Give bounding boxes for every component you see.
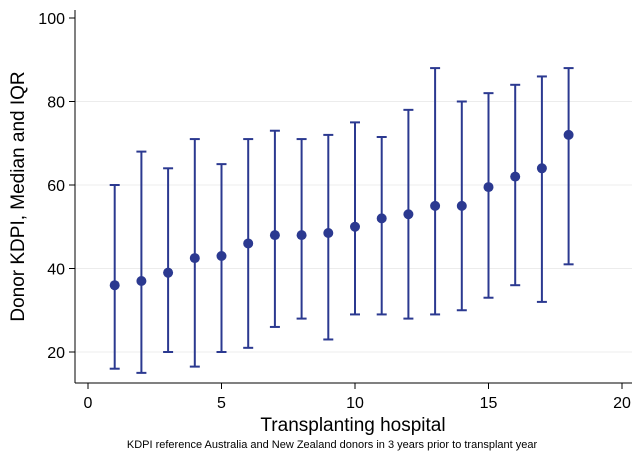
median-marker <box>323 228 334 239</box>
y-tick-label: 20 <box>47 345 65 362</box>
y-tick-label: 80 <box>47 95 65 112</box>
hospital-point <box>189 138 200 368</box>
hospital-point <box>456 100 467 312</box>
hospital-point <box>323 133 334 341</box>
median-marker <box>296 230 307 241</box>
median-marker <box>109 280 120 291</box>
hospital-point <box>376 135 387 316</box>
median-marker <box>483 182 494 193</box>
hospital-point <box>510 83 521 287</box>
y-axis-title: Donor KDPI, Median and IQR <box>8 71 29 321</box>
chart-note: KDPI reference Australia and New Zealand… <box>127 439 538 451</box>
median-marker <box>563 129 574 140</box>
data-marks <box>109 67 574 374</box>
x-tick-label: 15 <box>480 395 498 412</box>
axis-ticks: 20 40 60 80 100 0 5 10 15 20 <box>38 11 631 412</box>
median-marker <box>350 221 360 232</box>
hospital-point <box>216 163 227 353</box>
hospital-point <box>136 150 147 374</box>
hospital-point <box>243 138 254 349</box>
median-marker <box>269 230 280 241</box>
x-tick-label: 5 <box>217 395 226 412</box>
hospital-point <box>296 138 307 320</box>
x-tick-label: 20 <box>613 395 631 412</box>
hospital-point <box>163 167 174 353</box>
x-tick-label: 0 <box>84 395 93 412</box>
median-marker <box>430 200 441 211</box>
median-marker <box>163 267 174 278</box>
hospital-point <box>269 129 280 328</box>
y-tick-label: 100 <box>38 11 65 28</box>
median-marker <box>216 250 227 261</box>
hospital-point <box>563 67 574 266</box>
hospital-point <box>536 75 547 303</box>
median-marker <box>536 163 547 174</box>
median-marker <box>510 171 521 182</box>
y-tick-label: 60 <box>47 178 65 195</box>
median-marker <box>243 238 254 249</box>
x-tick-label: 10 <box>346 395 364 412</box>
hospital-point <box>483 92 494 299</box>
median-marker <box>189 253 200 264</box>
median-marker <box>136 276 147 287</box>
x-axis-title: Transplanting hospital <box>260 415 445 436</box>
median-marker <box>376 213 387 224</box>
median-marker <box>456 200 467 211</box>
hospital-point <box>350 121 360 316</box>
y-tick-label: 40 <box>47 262 65 279</box>
median-marker <box>403 209 414 220</box>
hospital-point <box>430 67 441 316</box>
hospital-point <box>403 108 414 320</box>
hospital-point <box>109 184 120 370</box>
